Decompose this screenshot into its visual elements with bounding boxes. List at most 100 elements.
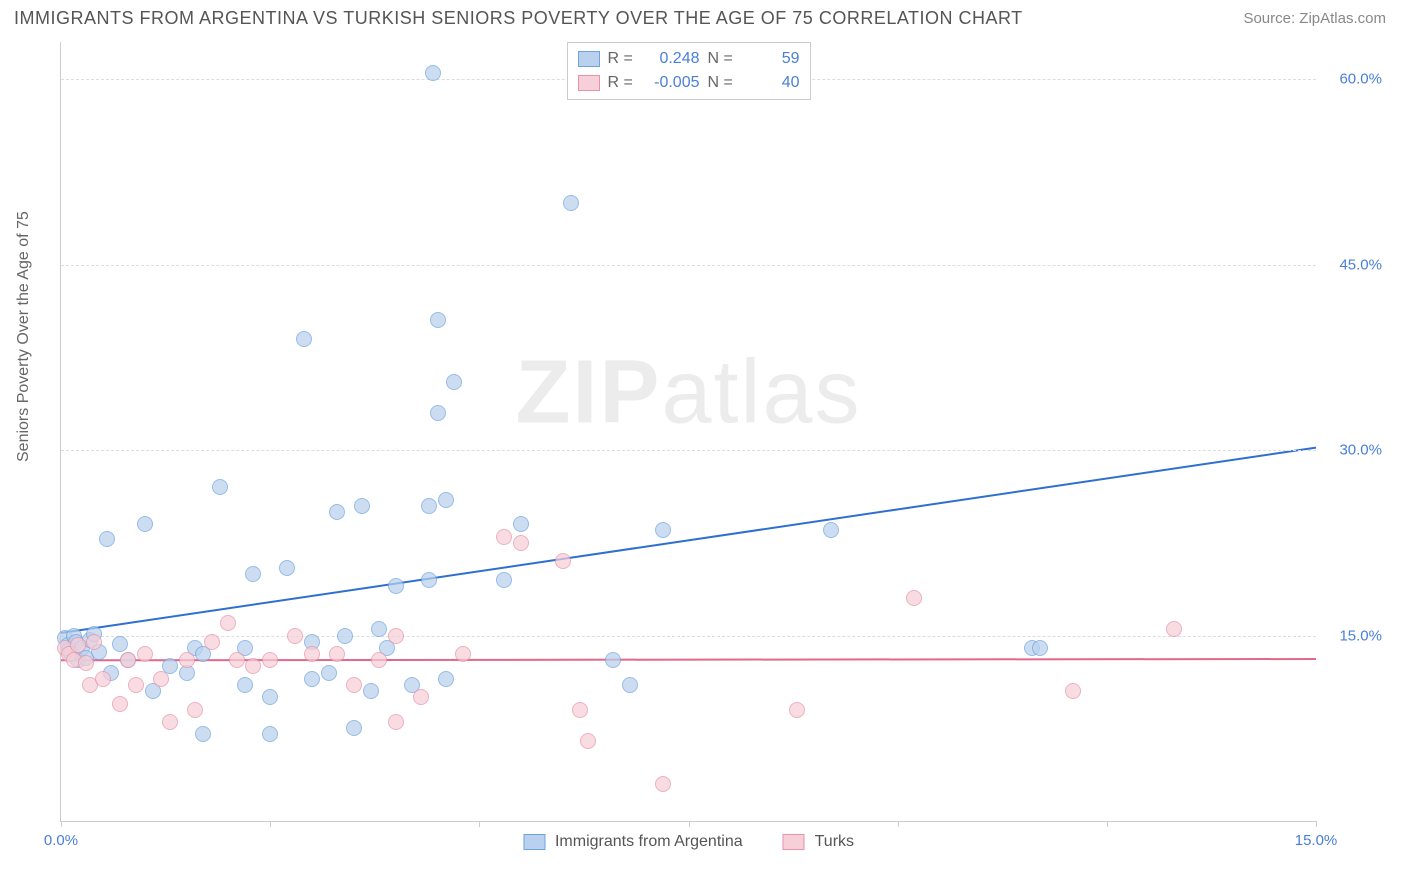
legend-row-argentina: R = 0.248 N = 59 xyxy=(578,47,800,71)
data-point-turks xyxy=(304,646,320,662)
data-point-argentina xyxy=(321,665,337,681)
gridline xyxy=(61,450,1316,451)
data-point-turks xyxy=(229,652,245,668)
data-point-argentina xyxy=(279,560,295,576)
data-point-turks xyxy=(496,529,512,545)
data-point-turks xyxy=(287,628,303,644)
legend-row-turks: R = -0.005 N = 40 xyxy=(578,71,800,95)
x-tick-mark xyxy=(61,821,62,827)
data-point-argentina xyxy=(195,726,211,742)
data-point-argentina xyxy=(245,566,261,582)
n-value-turks: 40 xyxy=(744,71,800,95)
data-point-argentina xyxy=(99,531,115,547)
data-point-argentina xyxy=(496,572,512,588)
x-tick-mark xyxy=(689,821,690,827)
data-point-turks xyxy=(187,702,203,718)
data-point-argentina xyxy=(425,65,441,81)
data-point-turks xyxy=(120,652,136,668)
data-point-turks xyxy=(220,615,236,631)
swatch-turks-icon xyxy=(783,834,805,850)
x-tick-label: 15.0% xyxy=(1295,832,1338,849)
x-tick-mark xyxy=(898,821,899,827)
data-point-turks xyxy=(455,646,471,662)
data-point-argentina xyxy=(262,689,278,705)
data-point-argentina xyxy=(296,331,312,347)
series-legend: Immigrants from Argentina Turks xyxy=(523,833,854,851)
data-point-turks xyxy=(388,714,404,730)
data-point-argentina xyxy=(329,504,345,520)
data-point-argentina xyxy=(430,312,446,328)
y-tick-label: 45.0% xyxy=(1322,256,1382,273)
data-point-turks xyxy=(513,535,529,551)
plot-area: ZIPatlas R = 0.248 N = 59 R = -0.005 N =… xyxy=(60,42,1316,822)
x-tick-label: 0.0% xyxy=(44,832,78,849)
data-point-turks xyxy=(371,652,387,668)
data-point-turks xyxy=(112,696,128,712)
data-point-argentina xyxy=(513,516,529,532)
data-point-argentina xyxy=(421,572,437,588)
data-point-turks xyxy=(137,646,153,662)
data-point-turks xyxy=(245,658,261,674)
r-value-argentina: 0.248 xyxy=(644,47,700,71)
data-point-turks xyxy=(789,702,805,718)
x-tick-mark xyxy=(1107,821,1108,827)
source-attribution: Source: ZipAtlas.com xyxy=(1243,10,1386,27)
data-point-turks xyxy=(346,677,362,693)
x-tick-mark xyxy=(479,821,480,827)
data-point-turks xyxy=(162,714,178,730)
r-value-turks: -0.005 xyxy=(644,71,700,95)
data-point-turks xyxy=(86,634,102,650)
data-point-argentina xyxy=(212,479,228,495)
gridline xyxy=(61,265,1316,266)
data-point-turks xyxy=(95,671,111,687)
data-point-argentina xyxy=(337,628,353,644)
data-point-turks xyxy=(388,628,404,644)
swatch-argentina xyxy=(578,51,600,67)
data-point-turks xyxy=(128,677,144,693)
data-point-argentina xyxy=(430,405,446,421)
n-value-argentina: 59 xyxy=(744,47,800,71)
data-point-argentina xyxy=(346,720,362,736)
data-point-argentina xyxy=(655,522,671,538)
data-point-turks xyxy=(572,702,588,718)
chart-title: IMMIGRANTS FROM ARGENTINA VS TURKISH SEN… xyxy=(14,8,1023,29)
x-tick-mark xyxy=(270,821,271,827)
data-point-turks xyxy=(204,634,220,650)
data-point-argentina xyxy=(237,677,253,693)
data-point-turks xyxy=(1166,621,1182,637)
chart-container: Seniors Poverty Over the Age of 75 ZIPat… xyxy=(14,42,1386,862)
data-point-turks xyxy=(555,553,571,569)
data-point-turks xyxy=(413,689,429,705)
data-point-turks xyxy=(655,776,671,792)
correlation-legend: R = 0.248 N = 59 R = -0.005 N = 40 xyxy=(567,42,811,100)
data-point-argentina xyxy=(354,498,370,514)
data-point-argentina xyxy=(563,195,579,211)
swatch-turks xyxy=(578,75,600,91)
data-point-argentina xyxy=(446,374,462,390)
data-point-turks xyxy=(153,671,169,687)
data-point-argentina xyxy=(388,578,404,594)
data-point-turks xyxy=(179,652,195,668)
data-point-argentina xyxy=(605,652,621,668)
gridline xyxy=(61,636,1316,637)
swatch-argentina-icon xyxy=(523,834,545,850)
y-tick-label: 60.0% xyxy=(1322,71,1382,88)
y-tick-label: 30.0% xyxy=(1322,442,1382,459)
legend-item-turks: Turks xyxy=(783,833,854,851)
y-axis-label: Seniors Poverty Over the Age of 75 xyxy=(15,442,33,462)
data-point-argentina xyxy=(823,522,839,538)
data-point-argentina xyxy=(438,671,454,687)
data-point-argentina xyxy=(262,726,278,742)
data-point-argentina xyxy=(421,498,437,514)
data-point-turks xyxy=(580,733,596,749)
data-point-argentina xyxy=(363,683,379,699)
svg-overlay xyxy=(61,42,1316,821)
data-point-argentina xyxy=(1032,640,1048,656)
trendline-argentina xyxy=(61,448,1316,633)
data-point-argentina xyxy=(137,516,153,532)
data-point-turks xyxy=(1065,683,1081,699)
data-point-turks xyxy=(329,646,345,662)
legend-item-argentina: Immigrants from Argentina xyxy=(523,833,743,851)
data-point-turks xyxy=(78,655,94,671)
x-tick-mark xyxy=(1316,821,1317,827)
